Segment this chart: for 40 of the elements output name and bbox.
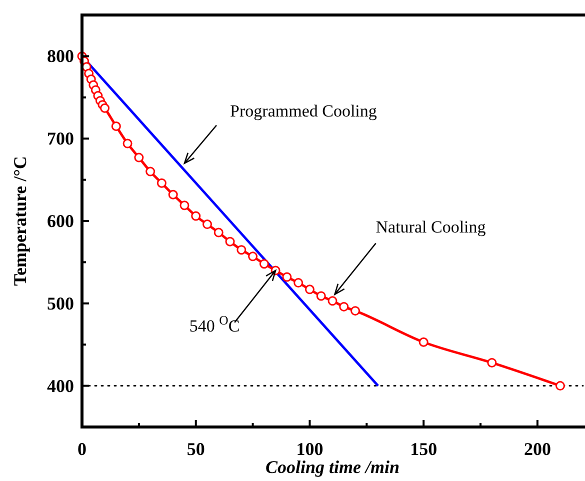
y-tick-label: 700 [47,128,74,149]
x-axis-title: Cooling time /min [265,457,400,477]
point [350,306,360,316]
point [180,200,190,210]
annotation: Natural Cooling [376,217,486,236]
point [214,228,224,238]
point [191,211,201,221]
x-tick-label: 50 [186,439,205,459]
point [282,272,292,282]
point [555,381,565,391]
point [236,245,246,255]
y-tick-label: 600 [47,211,74,231]
point [328,296,338,306]
point [294,278,304,288]
x-tick-label: 0 [78,439,86,459]
point [225,236,235,246]
point [111,121,121,131]
point [418,337,428,347]
annotation: 540 $^{O}$C [189,313,240,336]
y-axis-title: Temperature /°C [10,156,30,286]
y-tick-label: 500 [47,293,74,314]
point [304,284,314,294]
point [316,291,326,301]
point [168,190,178,200]
point [100,103,110,113]
annotation: Programmed Cooling [230,101,378,120]
y-tick-label: 800 [47,46,74,66]
point [134,152,144,162]
point [339,302,349,312]
point [487,358,497,368]
y-tick-label: 400 [47,376,74,396]
point [122,138,132,148]
x-tick-label: 100 [296,439,324,459]
point [156,178,166,188]
x-tick-label: 200 [524,439,551,459]
point [202,220,212,230]
point [146,166,156,176]
point [248,252,258,262]
point [259,259,269,269]
x-tick-label: 150 [410,439,438,459]
